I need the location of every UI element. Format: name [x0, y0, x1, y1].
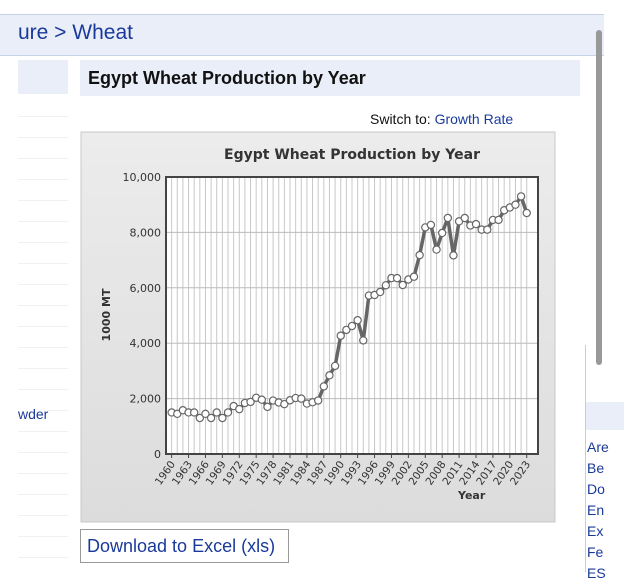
- point: [398, 280, 407, 290]
- download-label[interactable]: Download to Excel (xls): [87, 536, 276, 556]
- chart: Egypt Wheat Production by Year Year 1000…: [80, 131, 556, 523]
- point: [511, 200, 520, 209]
- scrollbar: [596, 30, 602, 365]
- breadcrumb-bar: [0, 14, 604, 56]
- y-tick-label: 2,000: [130, 393, 162, 406]
- right-item[interactable]: Fe: [587, 544, 604, 560]
- switch: Switch to: Growth Rate: [370, 111, 513, 127]
- download-button[interactable]: [80, 529, 289, 563]
- left-panel: [18, 96, 68, 572]
- point: [381, 281, 391, 290]
- point: [460, 213, 469, 223]
- right-item[interactable]: Be: [587, 460, 605, 476]
- right-item[interactable]: Do: [587, 481, 605, 497]
- point: [297, 394, 306, 403]
- y-axis-label: 1000 MT: [100, 288, 113, 341]
- point: [392, 273, 402, 283]
- y-tick-label: 8,000: [130, 226, 162, 239]
- heading: Egypt Wheat Production by Year: [88, 68, 366, 88]
- y-tick-label: 6,000: [130, 282, 162, 295]
- y-tick-label: 10,000: [123, 171, 162, 184]
- y-tick-label: 4,000: [130, 337, 162, 350]
- point: [443, 213, 453, 223]
- switch-label: Switch to:: [370, 111, 431, 127]
- point: [280, 399, 289, 409]
- x-axis-label: Year: [457, 489, 486, 502]
- point: [516, 192, 526, 201]
- point: [471, 219, 481, 229]
- point: [325, 371, 334, 380]
- point: [263, 402, 272, 412]
- point: [415, 250, 424, 260]
- right-item[interactable]: ES: [587, 565, 606, 581]
- point: [409, 272, 419, 281]
- point: [257, 395, 267, 404]
- point: [195, 413, 205, 423]
- right-list: Are Be Do En Ex Fe ES: [587, 437, 609, 584]
- heading-box: [80, 60, 580, 96]
- point: [359, 336, 368, 345]
- point: [313, 396, 323, 405]
- point: [336, 331, 345, 340]
- point: [347, 321, 357, 331]
- point: [353, 316, 362, 325]
- point: [437, 228, 447, 238]
- left-panel-header: [18, 60, 68, 94]
- point: [342, 325, 351, 335]
- point: [189, 408, 199, 417]
- point: [246, 397, 255, 407]
- point: [375, 287, 385, 297]
- point: [206, 413, 216, 423]
- right-panel-header: [586, 402, 624, 430]
- chart-title: Egypt Wheat Production by Year: [224, 147, 480, 163]
- point: [449, 251, 458, 260]
- point: [223, 408, 233, 417]
- point: [218, 413, 227, 423]
- right-panel: [585, 345, 624, 572]
- left-item[interactable]: wder: [18, 406, 49, 422]
- y-tick-label: 0: [154, 448, 161, 461]
- right-item[interactable]: Are: [587, 439, 609, 455]
- point: [319, 382, 329, 391]
- point: [522, 208, 531, 218]
- plot-frame: [165, 176, 539, 455]
- point: [494, 215, 503, 225]
- point: [432, 245, 441, 254]
- point: [330, 361, 340, 371]
- breadcrumb[interactable]: ure > Wheat: [18, 21, 133, 44]
- point: [483, 225, 492, 234]
- page: ure > Wheat wder Egypt Wheat Production …: [0, 14, 624, 581]
- point: [235, 404, 244, 414]
- point: [426, 220, 436, 230]
- switch-link[interactable]: Growth Rate: [434, 111, 514, 127]
- right-item[interactable]: En: [587, 502, 605, 518]
- right-item[interactable]: Ex: [587, 523, 604, 539]
- point: [201, 409, 210, 419]
- point: [212, 408, 221, 417]
